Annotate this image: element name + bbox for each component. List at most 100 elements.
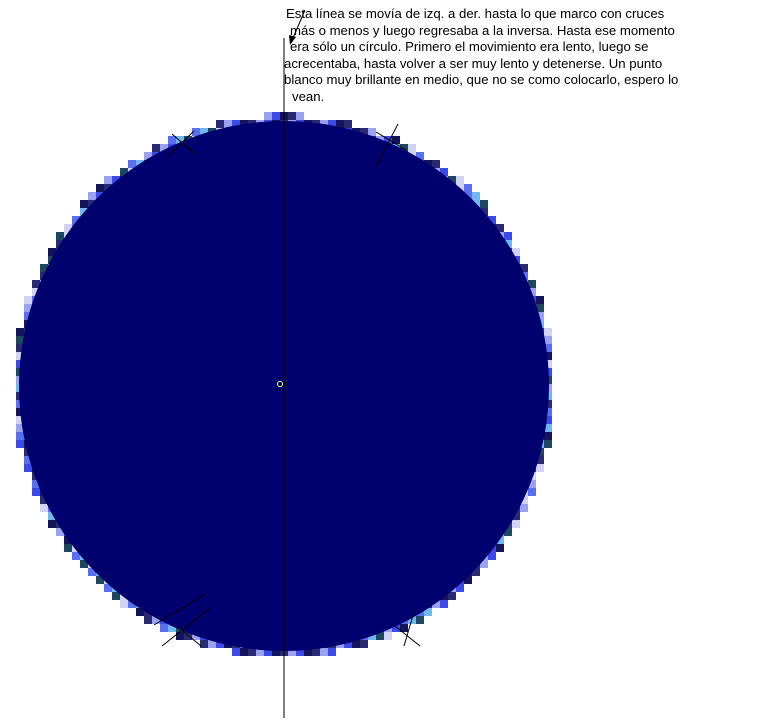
edge-pixel bbox=[544, 432, 552, 440]
edge-pixel bbox=[80, 200, 88, 208]
edge-pixel bbox=[416, 616, 424, 624]
edge-pixel bbox=[192, 128, 200, 136]
edge-pixel bbox=[152, 616, 160, 624]
edge-pixel bbox=[544, 344, 552, 352]
edge-pixel bbox=[192, 632, 200, 640]
edge-pixel bbox=[272, 648, 280, 656]
edge-pixel bbox=[504, 528, 512, 536]
edge-pixel bbox=[296, 112, 304, 120]
edge-pixel bbox=[24, 304, 32, 312]
edge-pixel bbox=[544, 328, 552, 336]
edge-pixel bbox=[88, 568, 96, 576]
edge-pixel bbox=[64, 544, 72, 552]
edge-pixel bbox=[64, 224, 72, 232]
edge-pixel bbox=[64, 536, 72, 544]
edge-pixel bbox=[48, 512, 56, 520]
edge-pixel bbox=[160, 624, 168, 632]
edge-pixel bbox=[168, 136, 176, 144]
edge-pixel bbox=[512, 248, 520, 256]
edge-pixel bbox=[16, 440, 24, 448]
edge-pixel bbox=[464, 576, 472, 584]
edge-pixel bbox=[264, 112, 272, 120]
edge-pixel bbox=[296, 648, 304, 656]
cross-marker-top-right bbox=[375, 123, 407, 167]
edge-pixel bbox=[256, 648, 264, 656]
edge-pixel bbox=[472, 568, 480, 576]
edge-pixel bbox=[16, 352, 24, 360]
edge-pixel bbox=[512, 520, 520, 528]
note-line: más o menos y luego regresaba a la inver… bbox=[290, 22, 675, 38]
edge-pixel bbox=[320, 120, 328, 128]
edge-pixel bbox=[80, 208, 88, 216]
edge-pixel bbox=[200, 640, 208, 648]
bright-center-point bbox=[276, 380, 284, 388]
edge-pixel bbox=[176, 632, 184, 640]
edge-pixel bbox=[24, 464, 32, 472]
edge-pixel bbox=[216, 640, 224, 648]
edge-pixel bbox=[56, 232, 64, 240]
edge-pixel bbox=[496, 536, 504, 544]
edge-pixel bbox=[528, 280, 536, 288]
edge-pixel bbox=[264, 648, 272, 656]
edge-pixel bbox=[432, 160, 440, 168]
note-line: acrecentaba, hasta volver a ser muy lent… bbox=[284, 55, 663, 71]
edge-pixel bbox=[520, 496, 528, 504]
note-line: Esta línea se movía de izq. a der. hasta… bbox=[286, 6, 665, 21]
edge-pixel bbox=[96, 576, 104, 584]
edge-pixel bbox=[544, 408, 552, 416]
edge-pixel bbox=[232, 120, 240, 128]
edge-pixel bbox=[376, 632, 384, 640]
edge-pixel bbox=[240, 120, 248, 128]
edge-pixel bbox=[440, 600, 448, 608]
edge-pixel bbox=[536, 464, 544, 472]
edge-pixel bbox=[128, 600, 136, 608]
edge-pixel bbox=[32, 488, 40, 496]
cross-marker-top-left bbox=[167, 130, 196, 157]
edge-pixel bbox=[136, 608, 144, 616]
edge-pixel bbox=[360, 128, 368, 136]
edge-pixel bbox=[320, 648, 328, 656]
edge-pixel bbox=[352, 640, 360, 648]
edge-pixel bbox=[480, 200, 488, 208]
edge-pixel bbox=[176, 136, 184, 144]
edge-pixel bbox=[168, 624, 176, 632]
edge-pixel bbox=[528, 480, 536, 488]
arrow-icon bbox=[289, 9, 306, 45]
edge-pixel bbox=[16, 336, 24, 344]
explanatory-note: Esta línea se movía de izq. a der. hasta… bbox=[284, 6, 776, 106]
edge-pixel bbox=[400, 624, 408, 632]
edge-pixel bbox=[512, 512, 520, 520]
edge-pixel bbox=[200, 128, 208, 136]
edge-pixel bbox=[544, 440, 552, 448]
edge-pixel bbox=[328, 648, 336, 656]
edge-pixel bbox=[496, 544, 504, 552]
edge-pixel bbox=[32, 280, 40, 288]
edge-pixel bbox=[40, 264, 48, 272]
edge-pixel bbox=[440, 168, 448, 176]
edge-pixel bbox=[488, 216, 496, 224]
edge-pixel bbox=[520, 264, 528, 272]
edge-pixel bbox=[416, 152, 424, 160]
edge-pixel bbox=[208, 640, 216, 648]
edge-pixel bbox=[384, 632, 392, 640]
edge-pixel bbox=[536, 304, 544, 312]
edge-pixel bbox=[336, 120, 344, 128]
edge-pixel bbox=[536, 456, 544, 464]
edge-pixel bbox=[120, 168, 128, 176]
edge-pixel bbox=[344, 120, 352, 128]
edge-pixel bbox=[184, 632, 192, 640]
edge-pixel bbox=[24, 296, 32, 304]
edge-pixel bbox=[16, 416, 24, 424]
edge-pixel bbox=[232, 648, 240, 656]
edge-pixel bbox=[40, 496, 48, 504]
edge-pixel bbox=[240, 648, 248, 656]
edge-pixel bbox=[48, 520, 56, 528]
edge-pixel bbox=[120, 600, 128, 608]
edge-pixel bbox=[72, 216, 80, 224]
note-line: vean. bbox=[292, 88, 325, 104]
edge-pixel bbox=[216, 120, 224, 128]
edge-pixel bbox=[224, 120, 232, 128]
edge-pixel bbox=[448, 592, 456, 600]
edge-pixel bbox=[456, 584, 464, 592]
